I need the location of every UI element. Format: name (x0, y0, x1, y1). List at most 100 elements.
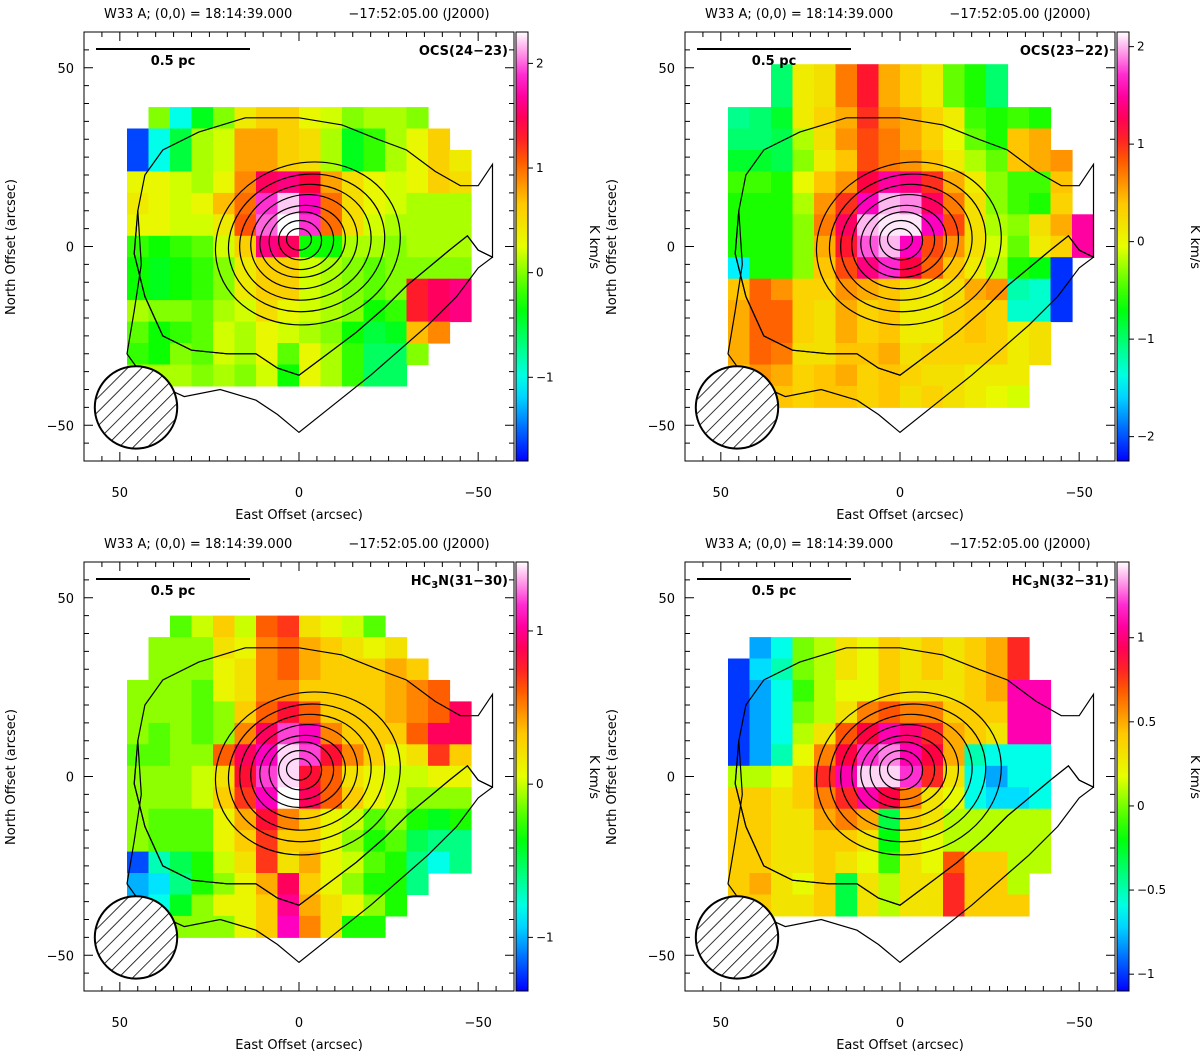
heatmap-cell (191, 830, 214, 853)
header-right-text: −17:52:05.00 (J2000) (949, 7, 1090, 22)
map-panel-3: W33 A; (0,0) = 18:14:39.000 −17:52:05.00 … (4, 537, 601, 1053)
contour-line (879, 749, 924, 791)
heatmap-cell (256, 808, 279, 831)
heatmap-cell (986, 830, 1009, 853)
beam-circle (694, 365, 780, 450)
heatmap-cell (728, 278, 751, 301)
heatmap-cell (728, 343, 751, 366)
heatmap-cell (857, 214, 880, 237)
heatmap-cell (213, 300, 236, 323)
heatmap-cell (943, 658, 966, 681)
heatmap-cell (234, 128, 257, 151)
heatmap-cell (406, 830, 429, 853)
heatmap-cell (878, 214, 901, 237)
heatmap-cell (213, 894, 236, 917)
heatmap-cell (277, 765, 300, 788)
heatmap-cell (234, 364, 257, 387)
heatmap-cell (835, 830, 858, 853)
heatmap-cell (428, 765, 451, 788)
heatmap-cell (127, 192, 150, 215)
heatmap-cell (792, 701, 815, 724)
contour-line (239, 713, 372, 831)
heatmap-cell (342, 107, 365, 130)
heatmap-cell (363, 658, 386, 681)
heatmap-cell (256, 235, 279, 258)
heatmap-cell (428, 808, 451, 831)
x-tick-label: 50 (713, 1016, 730, 1031)
heatmap-cell (986, 278, 1009, 301)
beam-circle (93, 895, 179, 980)
heatmap-cell (878, 658, 901, 681)
contour-line (250, 193, 359, 290)
y-tick-label: −50 (648, 949, 675, 964)
heatmap-cell (792, 85, 815, 108)
heatmap-cell (835, 765, 858, 788)
heatmap-cell (728, 150, 751, 172)
heatmap-cell (449, 830, 472, 853)
heatmap-cell (406, 722, 429, 745)
heatmap-cell (771, 894, 794, 917)
y-tick-label: −50 (648, 419, 675, 434)
heatmap-cell (234, 787, 257, 810)
heatmap-cell (213, 637, 236, 660)
heatmap-cell (428, 830, 451, 853)
map-panel-4: W33 A; (0,0) = 18:14:39.000 −17:52:05.00 … (605, 537, 1200, 1053)
heatmap-cell (191, 192, 214, 215)
heatmap-cell (127, 128, 150, 151)
heatmap-cell (900, 343, 923, 366)
contour-line (828, 703, 987, 843)
heatmap-cell (1007, 107, 1030, 130)
heatmap-cell (385, 851, 408, 874)
heatmap-cell (213, 915, 236, 938)
heatmap-cell (986, 701, 1009, 724)
heatmap-cell (256, 722, 279, 745)
heatmap-cell (792, 680, 815, 702)
heatmap-cell (749, 150, 772, 172)
heatmap-cell (320, 235, 343, 258)
heatmap-cell (964, 343, 987, 366)
heatmap-cell (277, 615, 300, 638)
heatmap-cell (406, 128, 429, 151)
heatmap-cell (449, 701, 472, 724)
heatmap-cell (191, 787, 214, 810)
heatmap-cell (342, 615, 365, 638)
heatmap-cell (385, 765, 408, 788)
heatmap-cell (986, 894, 1009, 917)
heatmap-cell (1007, 343, 1030, 366)
heatmap-cell (428, 787, 451, 810)
contour-line (214, 161, 401, 326)
heatmap-cell (771, 808, 794, 831)
colorbar-tick-label: 1 (536, 161, 544, 175)
heatmap-cell (320, 128, 343, 151)
colorbar-tick-label: 2 (1137, 40, 1145, 54)
heatmap-cell (363, 808, 386, 831)
x-axis-label: East Offset (arcsec) (235, 1038, 363, 1053)
heatmap-cell (986, 171, 1009, 194)
colorbar-tick-label: 2 (536, 56, 544, 70)
heatmap-cell (749, 701, 772, 724)
heatmap-cell (363, 873, 386, 896)
heatmap-cell (964, 658, 987, 681)
heatmap-cell (1029, 171, 1052, 194)
heatmap-cell (835, 128, 858, 151)
heatmap-cell (728, 765, 751, 788)
heatmap-cell (771, 321, 794, 344)
heatmap-cell (406, 192, 429, 215)
heatmap-cell (1007, 214, 1030, 237)
heatmap-cell (256, 321, 279, 344)
y-tick-label: 50 (57, 592, 74, 607)
line-name-label: OCS(23−22) (1020, 44, 1109, 59)
heatmap-cell (127, 851, 150, 874)
heatmap-cell (277, 343, 300, 366)
heatmap-cell (878, 808, 901, 831)
heatmap-cell (900, 278, 923, 301)
heatmap-cell (900, 637, 923, 660)
x-axis-label: East Offset (arcsec) (836, 508, 964, 523)
heatmap-cell (835, 214, 858, 237)
heatmap-cell (878, 894, 901, 917)
heatmap-cell (857, 171, 880, 194)
heatmap-cell (792, 385, 815, 408)
heatmap-cell (900, 658, 923, 681)
